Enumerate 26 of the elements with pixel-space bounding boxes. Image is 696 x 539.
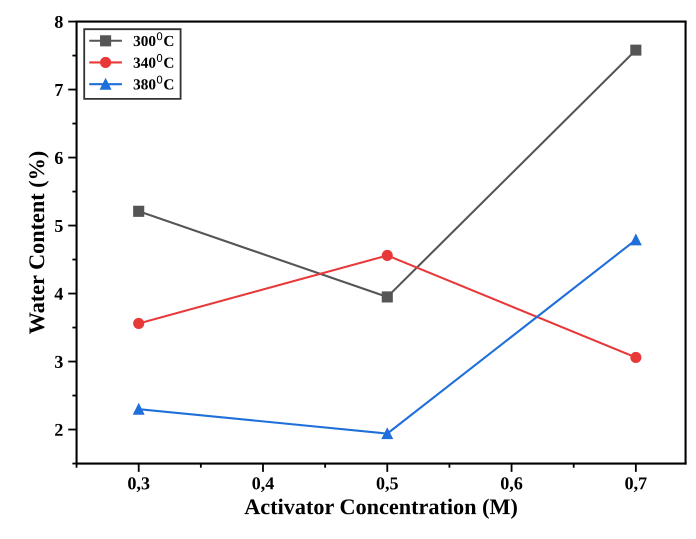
point — [630, 44, 642, 56]
legend-label: 340$^{0}$C — [134, 54, 174, 68]
y-tick-label: 7 — [55, 84, 63, 96]
x-tick-label: 0,4 — [252, 477, 274, 492]
x-tick-label: 0,5 — [376, 477, 398, 492]
x-tick-label: 0,3 — [128, 477, 150, 492]
point — [133, 318, 144, 330]
point — [630, 352, 642, 364]
y-tick-label: 3 — [55, 356, 63, 368]
x-tick-label: 0,7 — [625, 477, 647, 492]
point — [382, 291, 393, 303]
y-axis-title: Water Content (%) — [28, 152, 49, 334]
y-tick-label: 8 — [54, 16, 63, 28]
y-tick-label: 2 — [55, 424, 63, 436]
y-tick-label: 5 — [55, 220, 63, 232]
legend-label: 380$^{0}$C — [134, 76, 174, 90]
y-tick-label: 6 — [54, 152, 63, 164]
point — [133, 404, 144, 415]
x-axis-title: Activator Concentration (M) — [244, 498, 517, 519]
point — [382, 250, 393, 262]
x-tick-label: 0,6 — [500, 477, 522, 492]
legend-label: 300$^{0}$C — [134, 32, 174, 46]
point — [630, 234, 642, 246]
point — [382, 428, 393, 440]
point — [133, 206, 144, 217]
y-tick-label: 4 — [54, 288, 64, 300]
